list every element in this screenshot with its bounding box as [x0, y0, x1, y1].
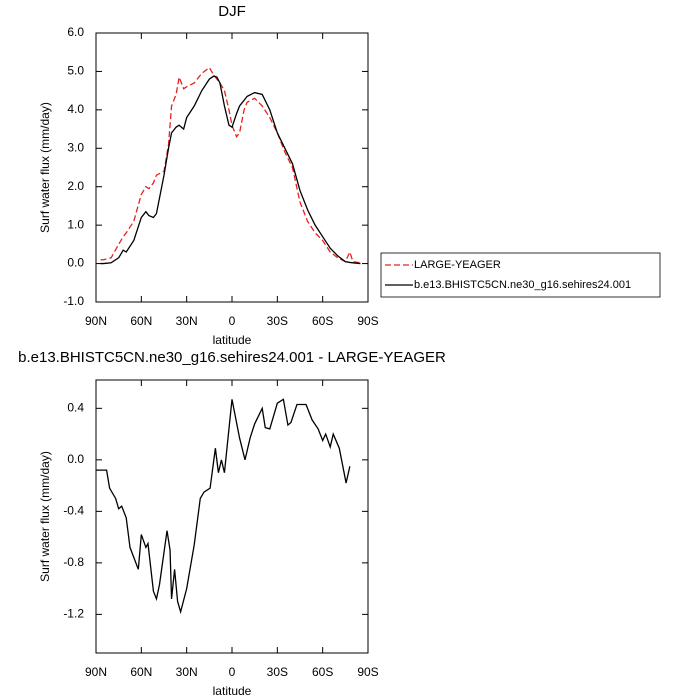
- y-axis-label: Surf water flux (mm/day): [38, 451, 52, 582]
- x-axis-label: latitude: [213, 684, 252, 698]
- y-tick-label: 2.0: [67, 179, 84, 193]
- x-tick-label: 60S: [312, 314, 333, 328]
- x-tick-label: 0: [229, 665, 236, 679]
- x-tick-label: 30N: [176, 665, 198, 679]
- x-tick-label: 0: [229, 314, 236, 328]
- y-tick-label: 5.0: [67, 64, 84, 78]
- data-line: [100, 66, 361, 264]
- y-tick-label: -0.8: [63, 555, 84, 569]
- x-tick-label: 60S: [312, 665, 333, 679]
- x-tick-label: 90S: [357, 665, 378, 679]
- x-tick-label: 90N: [85, 314, 107, 328]
- x-axis-label: latitude: [213, 333, 252, 347]
- x-tick-label: 30N: [176, 314, 198, 328]
- legend-label: LARGE-YEAGER: [414, 259, 501, 271]
- y-tick-label: 1.0: [67, 217, 84, 231]
- y-tick-label: 0.0: [67, 452, 84, 466]
- y-tick-label: 4.0: [67, 102, 84, 116]
- y-tick-label: 6.0: [67, 25, 84, 39]
- y-tick-label: -1.2: [63, 607, 84, 621]
- legend-label: b.e13.BHISTC5CN.ne30_g16.sehires24.001: [414, 279, 631, 291]
- plot-frame: [95, 32, 369, 303]
- legend-box: [380, 252, 661, 298]
- x-tick-label: 30S: [267, 314, 288, 328]
- x-tick-label: 90N: [85, 665, 107, 679]
- chart-title: DJF: [218, 3, 246, 20]
- chart-title: b.e13.BHISTC5CN.ne30_g16.sehires24.001 -…: [18, 349, 446, 366]
- data-line: [96, 398, 351, 615]
- x-tick-label: 60N: [130, 665, 152, 679]
- data-line: [100, 75, 361, 265]
- y-tick-label: -0.4: [63, 504, 84, 518]
- y-tick-label: 3.0: [67, 140, 84, 154]
- y-tick-label: -1.0: [63, 294, 84, 308]
- x-tick-label: 60N: [130, 314, 152, 328]
- y-tick-label: 0.0: [67, 256, 84, 270]
- x-tick-label: 30S: [267, 665, 288, 679]
- y-axis-label: Surf water flux (mm/day): [38, 102, 52, 233]
- y-tick-label: 0.4: [67, 401, 84, 415]
- plot-frame: [95, 379, 369, 654]
- x-tick-label: 90S: [357, 314, 378, 328]
